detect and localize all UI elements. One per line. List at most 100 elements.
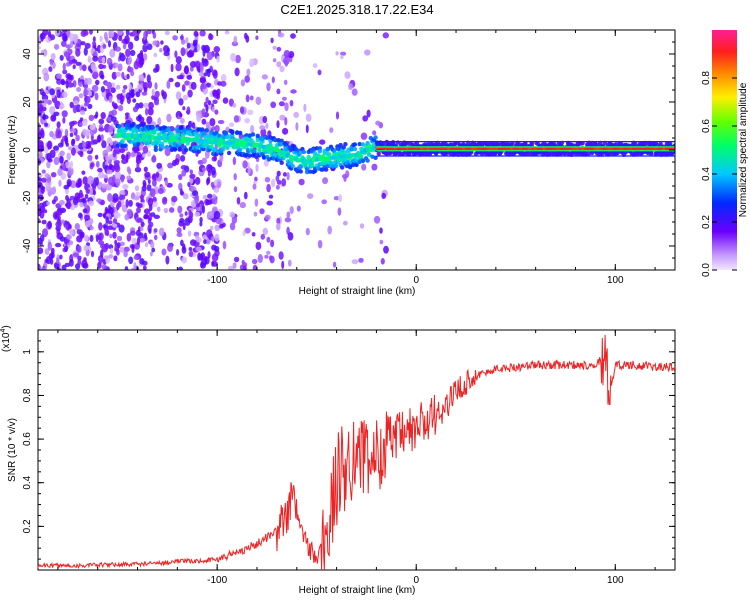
spectrogram-cell — [117, 30, 124, 36]
spectrogram-cell — [190, 81, 197, 90]
spectrogram-cell — [88, 218, 94, 225]
snr-x-tick-label: 0 — [413, 575, 419, 586]
spectrogram-cell — [284, 217, 292, 223]
spectrogram-cell — [233, 115, 239, 123]
spectrogram-cell — [290, 163, 295, 169]
spectrogram-x-tick-label: 100 — [607, 275, 624, 286]
spectrogram-cell — [47, 220, 52, 229]
spectrogram-cell — [161, 196, 168, 205]
spectrogram-cell — [257, 254, 263, 263]
spectrogram-cell — [156, 162, 163, 169]
spectrogram-cell — [118, 104, 124, 112]
spectrogram-cell — [121, 153, 125, 160]
spectrogram-cell — [269, 255, 275, 264]
spectrogram-cell — [136, 141, 141, 147]
spectrogram-cell — [282, 172, 287, 177]
spectrogram-cell — [50, 172, 57, 178]
spectrogram-cell — [102, 174, 108, 179]
spectrogram-cell — [125, 30, 130, 37]
spectrogram-cell — [352, 146, 358, 152]
spectrogram-cell — [151, 94, 156, 100]
spectrogram-cell — [71, 120, 78, 125]
spectrogram-y-tick-label: 40 — [22, 48, 33, 60]
spectrogram-cell — [289, 100, 294, 107]
spectrogram-cell — [113, 102, 118, 110]
spectrogram-cell — [49, 88, 56, 96]
spectrogram-cell — [107, 116, 112, 122]
spectrogram-cell — [102, 149, 109, 158]
spectrogram-cell — [381, 192, 387, 199]
spectrogram-cell — [226, 150, 232, 156]
spectrogram-cell — [92, 55, 99, 62]
spectrogram-cell — [179, 74, 184, 80]
spectrogram-cell — [63, 51, 69, 58]
spectrogram-cell — [367, 152, 372, 157]
spectrogram-cell — [99, 35, 103, 42]
spectrogram-cell — [185, 37, 189, 44]
snr-panel: -100 0 100 0.2 0.4 0.6 0.8 1 (x104) Height of … — [0, 325, 676, 596]
spectrogram-cell — [231, 41, 239, 47]
spectrogram-cell — [358, 257, 364, 263]
spectrogram-cell — [43, 209, 48, 214]
spectrogram-cell — [62, 163, 66, 171]
spectrogram-cell — [214, 224, 221, 232]
spectrogram-cell — [351, 259, 359, 265]
spectrogram-cell — [159, 48, 163, 53]
snr-y-tick-label: 0.2 — [22, 519, 33, 533]
spectrogram-cell — [343, 220, 348, 226]
spectrogram-cell — [100, 74, 105, 80]
spectrogram-cell — [133, 195, 140, 201]
spectrogram-cell — [286, 211, 291, 219]
spectrogram-cell — [199, 127, 205, 133]
spectrogram-cell — [296, 205, 301, 212]
spectrogram-cell — [279, 138, 284, 143]
spectrogram-y-tick-label: 0 — [22, 147, 33, 153]
spectrogram-cell — [125, 199, 129, 208]
spectrogram-y-label: Frequency (Hz) — [7, 116, 18, 185]
spectrogram-cell — [276, 217, 281, 225]
snr-y-label: SNR (10 * v/v) — [7, 418, 18, 482]
spectrogram-cell — [166, 80, 171, 89]
spectrogram-cell — [147, 217, 152, 225]
spectrogram-cell — [123, 147, 129, 151]
spectrogram-cell — [135, 91, 141, 98]
spectrogram-cell — [335, 111, 340, 120]
spectrogram-cell — [114, 165, 121, 173]
spectrogram-cell — [143, 166, 148, 172]
spectrogram-cell — [77, 245, 82, 253]
spectrogram-cell — [255, 35, 259, 40]
spectrogram-cell — [131, 30, 138, 37]
spectrogram-cell — [97, 261, 102, 269]
spectrogram-cell — [340, 54, 344, 60]
spectrogram-cell — [359, 223, 365, 229]
spectrogram-cell — [142, 182, 147, 188]
spectrogram-cell — [114, 62, 119, 68]
spectrogram-cell — [272, 58, 277, 63]
spectrogram-cell — [150, 121, 156, 127]
spectrogram-y-tick-label: -40 — [22, 238, 33, 253]
spectrogram-cell — [343, 142, 348, 147]
spectrogram-cell — [208, 210, 215, 219]
spectrogram-cell — [190, 45, 195, 51]
spectrogram-cell — [128, 83, 132, 91]
spectrogram-cell — [56, 121, 61, 129]
spectrogram-cell — [250, 132, 256, 137]
spectrogram-cell — [152, 200, 158, 208]
spectrogram-cell — [102, 212, 107, 218]
spectrogram-cell — [62, 91, 68, 98]
spectrogram-cell — [192, 39, 198, 44]
spectrogram-cell — [244, 117, 251, 124]
spectrogram-cell — [138, 74, 145, 82]
spectrogram-cell — [305, 113, 312, 122]
spectrogram-cell — [210, 166, 216, 176]
spectrogram-cell — [253, 211, 258, 217]
spectrogram-cell — [57, 168, 63, 176]
spectrogram-cell — [101, 56, 106, 64]
spectrogram-cell — [65, 142, 69, 147]
spectrogram-cell — [380, 258, 385, 265]
spectrogram-cell — [169, 207, 175, 213]
spectrogram-cell — [235, 54, 241, 64]
spectrogram-cell — [117, 63, 123, 72]
spectrogram-cell — [199, 216, 203, 223]
colorbar-tick-label: 0.6 — [701, 119, 712, 133]
